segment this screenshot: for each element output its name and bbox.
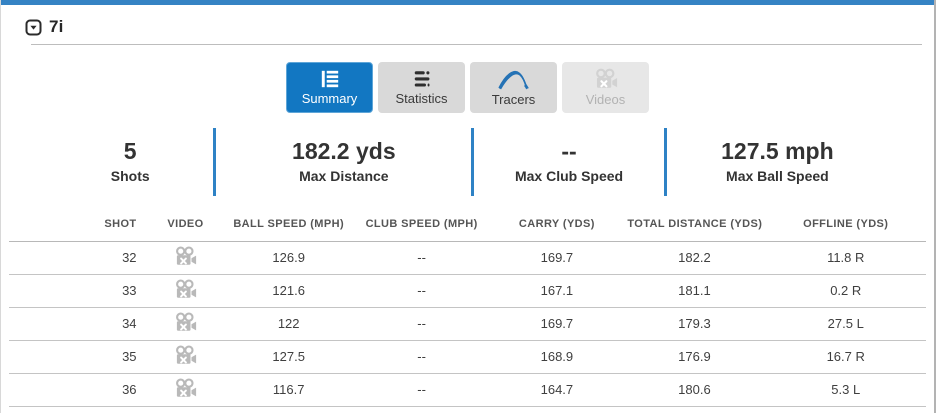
carry-cell: 167.1: [490, 274, 624, 308]
stat-max-club-speed-value: --: [561, 138, 577, 164]
tab-tracers-label: Tracers: [491, 91, 536, 107]
club-speed-cell: --: [352, 340, 491, 374]
shots-table: SHOT VIDEO BALL SPEED (MPH) CLUB SPEED (…: [9, 205, 926, 407]
club-speed-cell: --: [352, 274, 491, 308]
stat-shots: 5 Shots: [47, 128, 213, 196]
video-camera-x-icon[interactable]: [173, 345, 198, 366]
stat-shots-label: Shots: [110, 167, 150, 184]
club-title: 7i: [49, 17, 64, 36]
table-header-row: SHOT VIDEO BALL SPEED (MPH) CLUB SPEED (…: [9, 205, 926, 242]
tab-videos-label: Videos: [585, 91, 626, 107]
ball-speed-cell: 116.7: [224, 373, 353, 407]
total-distance-cell: 180.6: [623, 373, 766, 407]
tab-statistics[interactable]: Statistics: [378, 62, 465, 113]
offline-cell: 16.7 R: [765, 340, 926, 374]
col-header-video: VIDEO: [146, 205, 225, 242]
shot-number-cell: 32: [9, 241, 147, 275]
stat-max-distance-value: 182.2 yds: [292, 138, 396, 164]
video-camera-x-icon[interactable]: [173, 378, 198, 399]
tab-tracers[interactable]: Tracers: [470, 62, 557, 113]
col-header-ball-speed: BALL SPEED (MPH): [224, 205, 353, 242]
header-divider: [31, 44, 922, 45]
video-camera-x-icon[interactable]: [173, 279, 198, 300]
stat-max-distance: 182.2 yds Max Distance: [213, 128, 471, 196]
total-distance-cell: 182.2: [623, 241, 766, 275]
offline-cell: 0.2 R: [765, 274, 926, 308]
ball-speed-cell: 122: [224, 307, 353, 341]
stat-max-club-speed-label: Max Club Speed: [514, 167, 624, 184]
stat-max-club-speed: -- Max Club Speed: [471, 128, 663, 196]
stat-shots-value: 5: [123, 138, 137, 164]
col-header-carry: CARRY (YDS): [490, 205, 624, 242]
video-cell: [146, 307, 225, 341]
ball-speed-cell: 121.6: [224, 274, 353, 308]
total-distance-cell: 179.3: [623, 307, 766, 341]
shots-table-body: 32 126.9 -- 169.7 182.2 11.8 R 33 121.6 …: [9, 241, 926, 407]
shot-number-cell: 34: [9, 307, 147, 341]
table-row: 36 116.7 -- 164.7 180.6 5.3 L: [9, 373, 926, 407]
tab-summary[interactable]: Summary: [286, 62, 373, 113]
table-row: 34 122 -- 169.7 179.3 27.5 L: [9, 307, 926, 341]
offline-cell: 5.3 L: [765, 373, 926, 407]
ball-speed-cell: 126.9: [224, 241, 353, 275]
club-speed-cell: --: [352, 307, 491, 341]
table-row: 35 127.5 -- 168.9 176.9 16.7 R: [9, 340, 926, 374]
col-header-offline: OFFLINE (YDS): [765, 205, 926, 242]
video-cell: [146, 241, 225, 275]
carry-cell: 169.7: [490, 307, 624, 341]
offline-cell: 27.5 L: [765, 307, 926, 341]
shot-number-cell: 35: [9, 340, 147, 374]
statistics-bars-icon: [410, 69, 434, 89]
tracers-arc-icon: [497, 68, 531, 90]
ball-speed-cell: 127.5: [224, 340, 353, 374]
tab-summary-label: Summary: [301, 90, 358, 106]
col-header-club-speed: CLUB SPEED (MPH): [352, 205, 491, 242]
stat-max-ball-speed-value: 127.5 mph: [721, 138, 834, 164]
summary-stats: 5 Shots 182.2 yds Max Distance -- Max Cl…: [47, 128, 888, 196]
video-camera-x-icon[interactable]: [173, 312, 198, 333]
tab-statistics-label: Statistics: [395, 90, 448, 106]
shot-number-cell: 33: [9, 274, 147, 308]
offline-cell: 11.8 R: [765, 241, 926, 275]
carry-cell: 164.7: [490, 373, 624, 407]
stat-max-distance-label: Max Distance: [299, 167, 389, 184]
carry-cell: 169.7: [490, 241, 624, 275]
col-header-total-distance: TOTAL DISTANCE (YDS): [623, 205, 766, 242]
club-header: 7i: [1, 5, 934, 37]
summary-list-icon: [319, 69, 341, 89]
video-camera-x-icon[interactable]: [173, 246, 198, 267]
shot-number-cell: 36: [9, 373, 147, 407]
video-cell: [146, 373, 225, 407]
total-distance-cell: 181.1: [623, 274, 766, 308]
club-speed-cell: --: [352, 241, 491, 275]
video-cell: [146, 340, 225, 374]
collapse-toggle-icon[interactable]: [25, 19, 42, 36]
table-row: 32 126.9 -- 169.7 182.2 11.8 R: [9, 241, 926, 275]
club-speed-cell: --: [352, 373, 491, 407]
stat-max-ball-speed: 127.5 mph Max Ball Speed: [663, 128, 888, 196]
video-cell: [146, 274, 225, 308]
view-tabs: Summary Statistics: [1, 62, 934, 113]
total-distance-cell: 176.9: [623, 340, 766, 374]
top-accent-bar: [1, 0, 934, 5]
tab-videos[interactable]: Videos: [562, 62, 649, 113]
carry-cell: 168.9: [490, 340, 624, 374]
stat-max-ball-speed-label: Max Ball Speed: [726, 167, 829, 184]
col-header-shot: SHOT: [9, 205, 147, 242]
video-camera-x-icon: [593, 68, 619, 90]
table-row: 33 121.6 -- 167.1 181.1 0.2 R: [9, 274, 926, 308]
